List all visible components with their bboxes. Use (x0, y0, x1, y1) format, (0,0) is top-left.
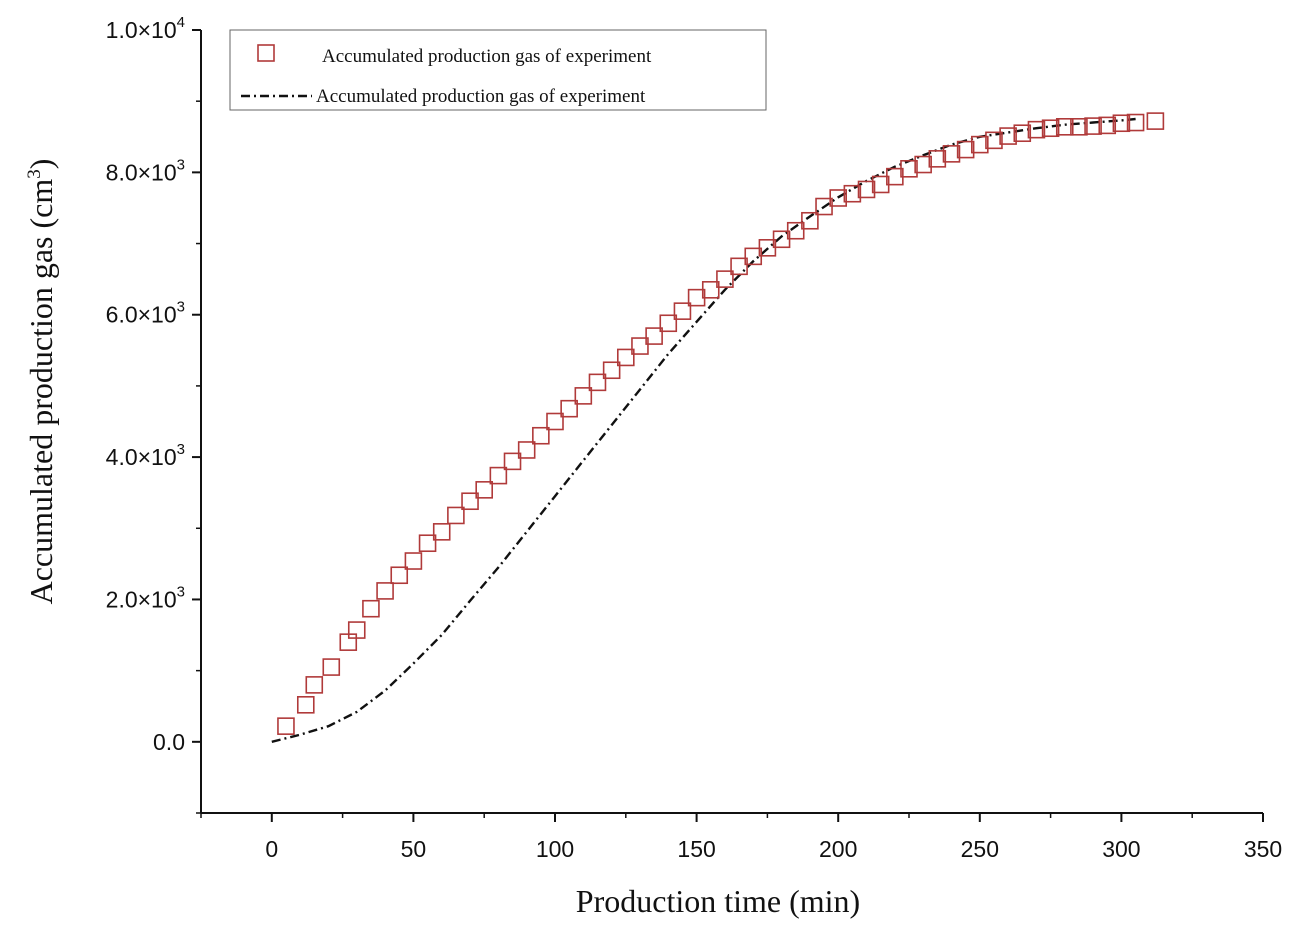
data-point (673, 302, 692, 320)
data-point (305, 676, 324, 694)
data-point (277, 717, 295, 735)
data-point (645, 327, 663, 345)
data-point (942, 145, 961, 163)
data-point (296, 696, 315, 714)
data-point (1027, 120, 1046, 139)
data-point (631, 337, 649, 355)
x-axis-title: Production time (min) (576, 883, 860, 919)
data-point (390, 566, 409, 585)
data-point (376, 582, 394, 600)
data-point (616, 348, 635, 367)
legend-box (229, 29, 767, 111)
data-point (489, 466, 508, 485)
legend: Accumulated production gas of experiment… (229, 29, 767, 111)
data-point (418, 534, 437, 553)
data-point (1112, 114, 1131, 133)
data-point (730, 257, 748, 276)
x-tick-label: 100 (536, 836, 574, 862)
x-tick-label: 300 (1102, 836, 1140, 862)
y-axis-title-text: Accumulated production gas (cm (23, 179, 59, 605)
data-point (1098, 116, 1117, 135)
data-point (574, 387, 593, 405)
data-point (914, 155, 932, 174)
y-tick-label: 1.0×104 (106, 14, 185, 43)
axes (200, 30, 1263, 814)
data-point (362, 599, 380, 618)
data-point (900, 160, 918, 178)
data-point (1055, 118, 1074, 136)
legend-label-line: Accumulated production gas of experiment (316, 86, 646, 107)
data-point (928, 150, 947, 168)
x-tick-label: 350 (1244, 836, 1282, 862)
y-ticks: 0.0 2.0×103 4.0×103 6.0×103 8.0×103 1.0×104 (106, 14, 201, 814)
square-marker-series (277, 112, 1165, 735)
legend-label-markers: Accumulated production gas of experiment (322, 46, 652, 67)
data-point (1084, 117, 1102, 135)
data-point (843, 184, 862, 203)
data-point (1013, 124, 1032, 143)
data-point (701, 281, 720, 299)
data-point (602, 361, 621, 380)
data-point (404, 552, 423, 570)
data-point (447, 506, 465, 525)
x-ticks: 0 50 100 150 200 250 300 350 (200, 813, 1282, 862)
y-tick-label: 4.0×103 (106, 441, 185, 470)
legend-square-marker (257, 44, 275, 62)
data-point (999, 127, 1017, 145)
y-axis-title-superscript: 3 (24, 169, 45, 179)
data-point (1070, 118, 1088, 136)
data-point (532, 426, 550, 445)
data-point (503, 452, 522, 471)
dash-dot-series (271, 117, 1136, 743)
data-point (829, 189, 848, 207)
data-point (322, 658, 341, 676)
data-point (956, 140, 975, 159)
data-point (801, 211, 819, 230)
y-axis-title-close: ) (23, 159, 59, 170)
x-tick-label: 250 (961, 836, 999, 862)
data-point (546, 412, 564, 431)
data-point (461, 492, 479, 511)
data-point (517, 441, 536, 459)
data-point (716, 270, 734, 288)
data-point (347, 621, 366, 639)
data-point (475, 481, 494, 499)
data-point (1126, 113, 1145, 132)
x-tick-label: 200 (819, 836, 857, 862)
y-tick-label: 2.0×103 (106, 583, 185, 612)
dash-dot-curve (271, 117, 1136, 743)
data-point (786, 221, 805, 240)
data-point (857, 180, 876, 199)
data-point (970, 135, 989, 154)
x-tick-label: 150 (677, 836, 715, 862)
y-axis-title: Accumulated production gas (cm3) (23, 159, 59, 605)
x-tick-label: 50 (401, 836, 427, 862)
data-point (1041, 119, 1060, 138)
data-point (985, 131, 1003, 150)
y-tick-label: 8.0×103 (106, 156, 185, 185)
y-tick-label: 6.0×103 (106, 299, 185, 328)
y-tick-label: 0.0 (153, 729, 185, 755)
data-point (588, 373, 607, 392)
x-tick-label: 0 (265, 836, 278, 862)
data-point (432, 523, 451, 541)
data-point (1146, 112, 1165, 130)
data-point (560, 399, 578, 418)
data-point (659, 314, 678, 333)
